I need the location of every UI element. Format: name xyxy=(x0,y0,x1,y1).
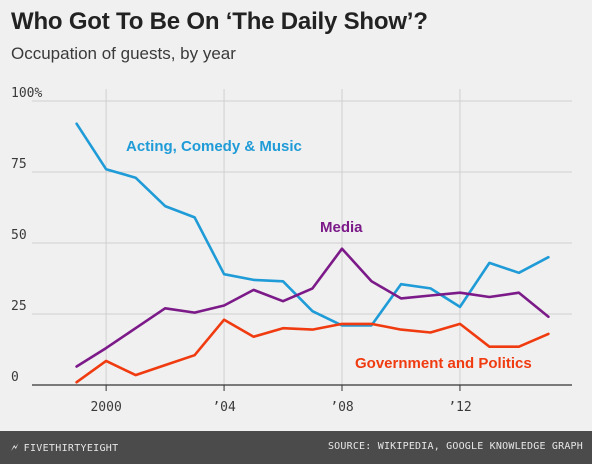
source-credit: SOURCE: WIKIPEDIA, GOOGLE KNOWLEDGE GRAP… xyxy=(327,441,583,452)
line-chart: 0 25 50 75 100% 2000 ’04 ’08 ’12 Acting, Comedy … xyxy=(11,86,572,415)
chart-title: Who Got To Be On ‘The Daily Show’? xyxy=(11,8,428,35)
series-line-1 xyxy=(75,247,550,368)
series-line-0 xyxy=(75,122,550,327)
fivethirtyeight-logo-icon: 🗲 xyxy=(11,441,19,454)
y-tick-label: 75 xyxy=(11,157,27,172)
axes: 0 25 50 75 100% 2000 ’04 ’08 ’12 xyxy=(11,86,572,415)
chart-subtitle: Occupation of guests, by year xyxy=(11,44,236,63)
x-tick-label: ’12 xyxy=(448,400,471,415)
series-label-acting: Acting, Comedy & Music xyxy=(126,138,302,155)
x-tick-label: ’04 xyxy=(212,400,236,415)
series-lines xyxy=(75,122,550,384)
x-tick-label: ’08 xyxy=(330,400,353,415)
series-labels: Acting, Comedy & Music Media Government … xyxy=(126,138,532,372)
y-tick-label: 100% xyxy=(11,86,42,101)
footer-bar: 🗲 FIVETHIRTYEIGHT SOURCE: WIKIPEDIA, GOOG… xyxy=(0,431,592,464)
series-label-government: Government and Politics xyxy=(355,355,532,372)
series-label-media: Media xyxy=(320,219,363,236)
series-line-2 xyxy=(75,318,550,384)
x-tick-label: 2000 xyxy=(90,400,121,415)
brand: 🗲 FIVETHIRTYEIGHT xyxy=(11,441,118,455)
y-tick-label: 25 xyxy=(11,299,27,314)
y-tick-label: 0 xyxy=(11,370,19,385)
y-tick-label: 50 xyxy=(11,228,27,243)
brand-name: FIVETHIRTYEIGHT xyxy=(23,443,119,454)
gridlines xyxy=(32,89,572,385)
